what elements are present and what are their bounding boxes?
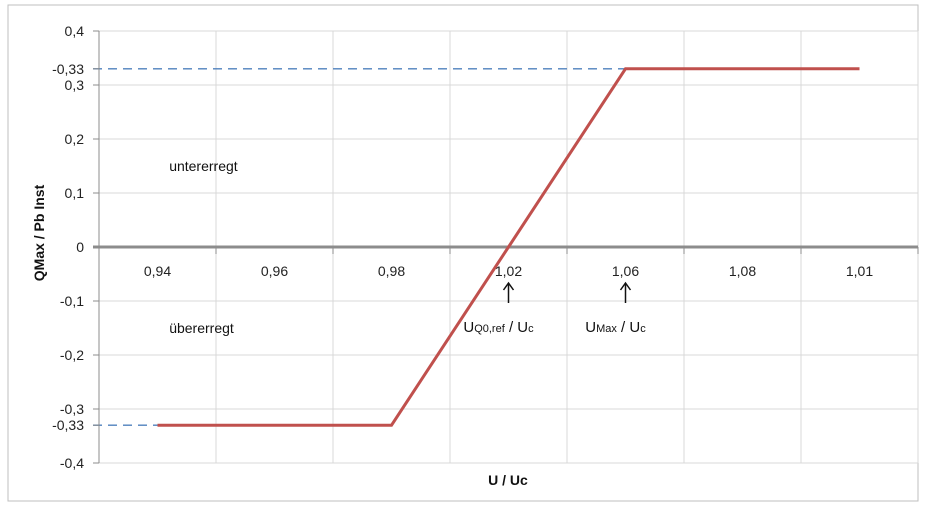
x-tick-label: 1,02	[495, 263, 522, 279]
x-tick-label: 1,08	[729, 263, 756, 279]
y-tick-label: 0	[76, 239, 84, 255]
extra-y-tick-label: -0,33	[52, 61, 84, 77]
labels-layer: 0,4 0,3 0,2 0,1 0 -0,1 -0,2 -0,3 -0,4 0,94 0,96 0,9…	[52, 23, 873, 471]
x-tick-label: 1,06	[612, 263, 639, 279]
region-label: untererregt	[169, 158, 238, 174]
annotation-text: / U	[505, 319, 528, 336]
annotation-arrow-head	[502, 281, 515, 291]
extra-y-tick-label: -0,33	[52, 417, 84, 433]
annotation-label: UMax / Uc	[585, 319, 646, 336]
annotation-text: / U	[617, 319, 640, 336]
series-line	[157, 67, 860, 427]
y-tick-label: -0,2	[60, 347, 84, 363]
annotation-text: U	[463, 319, 474, 336]
x-tick-label: 0,98	[378, 263, 405, 279]
x-tick-label: 0,94	[144, 263, 171, 279]
y-tick-label: 0,2	[65, 131, 85, 147]
annotation-subscript: Max	[596, 323, 617, 335]
y-tick-label: 0,1	[65, 185, 85, 201]
y-tick-label: -0,1	[60, 293, 84, 309]
x-axis-title: U / Uc	[488, 472, 528, 488]
region-label: übererregt	[169, 320, 234, 336]
annotation-subscript: c	[640, 323, 646, 335]
annotation-text: U	[585, 319, 596, 336]
annotation-subscript: Q0,ref	[474, 323, 506, 335]
annotation-arrow-head	[619, 281, 632, 291]
annotation-label: UQ0,ref / Uc	[463, 319, 534, 336]
y-axis-title: QMax / Pb Inst	[31, 184, 47, 281]
annotation-subscript: c	[528, 323, 534, 335]
y-tick-label: 0,4	[65, 23, 85, 39]
x-tick-label: 1,01	[846, 263, 873, 279]
x-tick-label: 0,96	[261, 263, 288, 279]
axes	[93, 30, 919, 464]
y-tick-label: -0,3	[60, 401, 84, 417]
y-tick-label: -0,4	[60, 455, 84, 471]
series-layer	[157, 67, 860, 427]
reference-lines	[93, 68, 626, 426]
y-tick-label: 0,3	[65, 77, 85, 93]
chart-border	[7, 4, 919, 502]
